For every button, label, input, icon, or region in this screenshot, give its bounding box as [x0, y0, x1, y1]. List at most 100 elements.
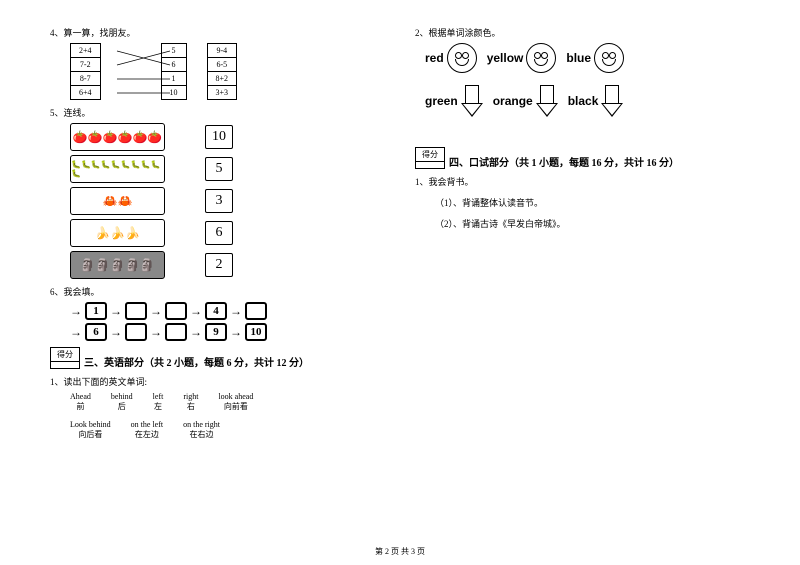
cn-word: 前 [70, 401, 91, 412]
en-item: look ahead向前看 [218, 392, 253, 412]
en-word: Ahead [70, 392, 91, 401]
seq-box: 10 [245, 323, 267, 341]
match-row: 🐛🐛🐛🐛🐛🐛🐛🐛🐛🐛 5 [70, 155, 385, 183]
math-cell: 8-7 [71, 72, 100, 86]
color-item: blue [566, 43, 624, 73]
seq-box [245, 302, 267, 320]
cn-word: 左 [153, 401, 164, 412]
color-item: black [568, 85, 624, 117]
en-item: on the left在左边 [131, 420, 163, 440]
sub-item: （2）、背诵古诗《早发白帝城》。 [435, 217, 750, 230]
num-box: 10 [205, 125, 233, 149]
num-box: 5 [205, 157, 233, 181]
en-word: left [153, 392, 164, 401]
en-item: Look behind向后看 [70, 420, 111, 440]
en-word: on the left [131, 420, 163, 429]
cn-word: 向后看 [70, 429, 111, 440]
score-label: 得分 [51, 348, 79, 362]
pic-box: 🍌🍌🍌 [70, 219, 165, 247]
cn-word: 右 [183, 401, 198, 412]
color-word: black [568, 94, 599, 108]
pic-box: 🗿🗿🗿🗿🗿 [70, 251, 165, 279]
math-cell: 6 [162, 58, 186, 72]
match-row: 🍅🍅🍅🍅🍅🍅 10 [70, 123, 385, 151]
seq-box [165, 302, 187, 320]
math-cell: 9-4 [208, 44, 237, 58]
color-word: red [425, 51, 444, 65]
s4-q1-title: 1、我会背书。 [415, 175, 750, 188]
page-footer: 第 2 页 共 3 页 [0, 546, 800, 557]
arrow-icon: → [190, 325, 202, 340]
score-box: 得分 [50, 347, 80, 369]
color-row-1: red yellow blue [425, 43, 750, 73]
arrow-icon: → [70, 304, 82, 319]
seq-row-1: → 1 → → → 4 → [70, 302, 385, 320]
math-cell: 6-5 [208, 58, 237, 72]
math-cell: 1 [162, 72, 186, 86]
color-word: orange [493, 94, 533, 108]
cn-word: 在左边 [131, 429, 163, 440]
en-row-1: Ahead前 behind后 left左 right右 look ahead向前… [70, 392, 385, 412]
arrow-icon: → [230, 325, 242, 340]
match-row: 🍌🍌🍌 6 [70, 219, 385, 247]
seq-row-2: → 6 → → → 9 → 10 [70, 323, 385, 341]
arrow-icon: → [230, 304, 242, 319]
en-word: behind [111, 392, 133, 401]
q2-title: 2、根据单词涂颜色。 [415, 26, 750, 39]
arrow-down-icon [461, 85, 483, 117]
section-4-title: 四、口试部分（共 1 小题，每题 16 分，共计 16 分） [449, 154, 679, 169]
q4-col1: 2+4 7-2 8-7 6+4 [70, 43, 101, 100]
num-box: 6 [205, 221, 233, 245]
q4-title: 4、算一算，找朋友。 [50, 26, 385, 39]
score-label: 得分 [416, 148, 444, 162]
en-item: right右 [183, 392, 198, 412]
seq-box [125, 323, 147, 341]
section-3-title: 三、英语部分（共 2 小题，每题 6 分，共计 12 分） [84, 354, 309, 369]
en-item: behind后 [111, 392, 133, 412]
s3-q1-title: 1、读出下面的英文单词: [50, 375, 385, 388]
math-cell: 10 [162, 86, 186, 99]
en-word: right [183, 392, 198, 401]
seq-box [125, 302, 147, 320]
cn-word: 后 [111, 401, 133, 412]
math-cell: 3+3 [208, 86, 237, 99]
pic-box: 🍅🍅🍅🍅🍅🍅 [70, 123, 165, 151]
q5-title: 5、连线。 [50, 106, 385, 119]
match-row: 🗿🗿🗿🗿🗿 2 [70, 251, 385, 279]
math-cell: 7-2 [71, 58, 100, 72]
section-4-header: 得分 四、口试部分（共 1 小题，每题 16 分，共计 16 分） [415, 147, 750, 169]
color-row-2: green orange black [425, 85, 750, 117]
arrow-icon: → [70, 325, 82, 340]
seq-box [165, 323, 187, 341]
en-word: look ahead [218, 392, 253, 401]
q5-rows: 🍅🍅🍅🍅🍅🍅 10 🐛🐛🐛🐛🐛🐛🐛🐛🐛🐛 5 🦀🦀 3 🍌🍌🍌 6 🗿🗿🗿🗿🗿 … [50, 123, 385, 279]
color-item: red [425, 43, 477, 73]
arrow-icon: → [110, 325, 122, 340]
en-word: Look behind [70, 420, 111, 429]
q4-col2: 5 6 1 10 [161, 43, 187, 100]
math-cell: 2+4 [71, 44, 100, 58]
face-icon [447, 43, 477, 73]
q4-boxes: 2+4 7-2 8-7 6+4 5 6 1 10 9-4 6-5 8+2 3+3 [70, 43, 385, 100]
seq-box: 9 [205, 323, 227, 341]
left-column: 4、算一算，找朋友。 2+4 7-2 8-7 6+4 5 6 1 10 9- [50, 20, 385, 443]
pic-box: 🦀🦀 [70, 187, 165, 215]
color-word: blue [566, 51, 591, 65]
arrow-down-icon [601, 85, 623, 117]
color-item: yellow [487, 43, 557, 73]
color-word: yellow [487, 51, 524, 65]
num-box: 2 [205, 253, 233, 277]
en-item: left左 [153, 392, 164, 412]
cn-word: 在右边 [183, 429, 220, 440]
en-item: on the right在右边 [183, 420, 220, 440]
color-item: green [425, 85, 483, 117]
num-box: 3 [205, 189, 233, 213]
en-row-2: Look behind向后看 on the left在左边 on the rig… [70, 420, 385, 440]
en-word: on the right [183, 420, 220, 429]
seq-box: 1 [85, 302, 107, 320]
color-item: orange [493, 85, 558, 117]
cn-word: 向前看 [218, 401, 253, 412]
arrow-down-icon [536, 85, 558, 117]
color-word: green [425, 94, 458, 108]
math-cell: 8+2 [208, 72, 237, 86]
